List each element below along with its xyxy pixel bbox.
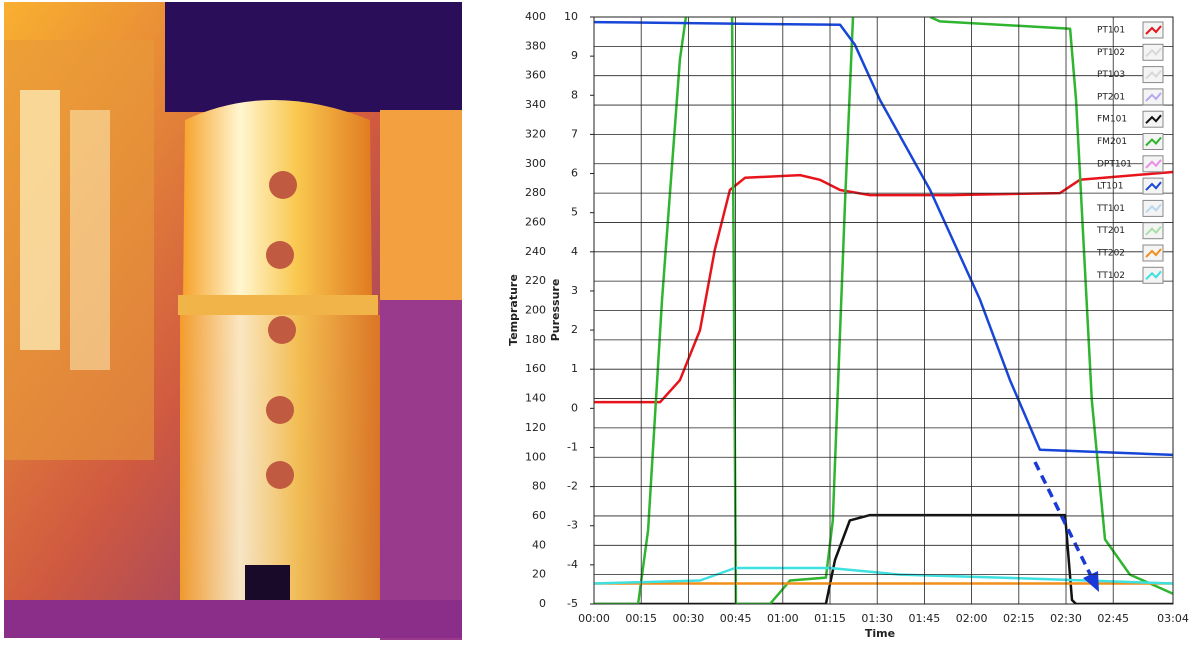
y2-tick-label: -3	[567, 519, 578, 532]
x-tick-label: 03:04	[1157, 612, 1189, 625]
y-tick-label: 360	[525, 69, 546, 82]
y-tick-label: 0	[539, 597, 546, 610]
x-tick-label: 01:30	[861, 612, 893, 625]
y-tick-label: 80	[532, 480, 546, 493]
annotation-arrow	[1033, 461, 1099, 592]
y2-tick-label: -2	[567, 480, 578, 493]
y-tick-label: 320	[525, 127, 546, 140]
x-tick-label: 02:30	[1050, 612, 1082, 625]
series-group	[594, 17, 1173, 604]
legend-symbol	[1145, 226, 1162, 236]
y2-tick-label: -5	[567, 597, 578, 610]
legend-symbol	[1145, 92, 1162, 102]
y2-tick-label: 6	[571, 167, 578, 180]
y-tick-label: 240	[525, 245, 546, 258]
legend-label: TT102	[1096, 271, 1125, 281]
legend-symbol	[1145, 114, 1162, 124]
x-tick-label: 01:45	[909, 612, 941, 625]
x-tick-label: 01:15	[814, 612, 846, 625]
series-line	[594, 170, 1173, 404]
y2-tick-label: 7	[571, 127, 578, 140]
legend-label: FM201	[1097, 137, 1127, 147]
y2-tick-label: 5	[571, 206, 578, 219]
x-tick-label: 00:00	[578, 612, 610, 625]
y2-tick-label: 3	[571, 284, 578, 297]
y-tick-label: 220	[525, 274, 546, 287]
legend-symbol	[1145, 25, 1162, 35]
legend-label: DPT101	[1097, 159, 1132, 169]
x-tick-label: 02:15	[1003, 612, 1035, 625]
legend-label: PT102	[1097, 48, 1125, 58]
x-tick-label: 01:00	[767, 612, 799, 625]
y-tick-label: 200	[525, 304, 546, 317]
legend-symbol	[1145, 47, 1162, 58]
y2-tick-label: 4	[571, 245, 578, 258]
y-tick-label: 260	[525, 215, 546, 228]
legend-label: PT103	[1097, 70, 1125, 80]
legend-label: TT202	[1096, 249, 1125, 259]
y2-axis-title: Puressure	[549, 279, 562, 342]
x-tick-label: 00:15	[625, 612, 657, 625]
y-tick-label: 340	[525, 98, 546, 111]
y-tick-label: 380	[525, 39, 546, 52]
legend-label: TT201	[1096, 226, 1125, 236]
y2-tick-label: -1	[567, 440, 578, 453]
legend-symbol	[1145, 203, 1162, 214]
x-tick-label: 02:00	[956, 612, 988, 625]
y-tick-label: 60	[532, 509, 546, 522]
legend-symbol	[1145, 181, 1162, 191]
legend-label: FM101	[1097, 115, 1127, 125]
x-tick-label: 00:45	[720, 612, 752, 625]
series-line	[594, 513, 1173, 604]
x-tick-label: 00:30	[673, 612, 705, 625]
series-line	[594, 17, 1173, 604]
legend-label: PT201	[1097, 92, 1125, 102]
x-axis-title: Time	[865, 627, 895, 640]
y-tick-label: 120	[525, 421, 546, 434]
y-axis-title: Temprature	[507, 274, 520, 346]
y2-tick-label: 8	[571, 88, 578, 101]
legend-label: TT101	[1096, 204, 1125, 214]
y-tick-label: 40	[532, 538, 546, 551]
x-tick-label: 02:45	[1097, 612, 1129, 625]
y2-tick-label: 10	[564, 10, 578, 23]
legend-symbol	[1145, 248, 1162, 258]
legend-symbol	[1145, 136, 1162, 147]
y2-tick-label: 2	[571, 323, 578, 336]
y-tick-label: 180	[525, 333, 546, 346]
y-tick-label: 140	[525, 392, 546, 405]
y2-tick-label: 9	[571, 49, 578, 62]
legend-label: PT101	[1097, 26, 1125, 36]
y-tick-label: 20	[532, 568, 546, 581]
y-tick-label: 280	[525, 186, 546, 199]
series-line	[594, 20, 1173, 457]
legend-symbol	[1145, 69, 1162, 80]
y2-tick-label: 1	[571, 362, 578, 375]
y-tick-label: 300	[525, 157, 546, 170]
thermal-image	[4, 2, 462, 640]
legend-label: LT101	[1097, 182, 1123, 192]
y2-tick-label: -4	[567, 558, 578, 571]
y2-tick-label: 0	[571, 401, 578, 414]
y-tick-label: 100	[525, 450, 546, 463]
y-tick-label: 160	[525, 362, 546, 375]
legend-symbol	[1145, 270, 1162, 281]
legend-symbol	[1145, 159, 1162, 169]
y-tick-label: 400	[525, 10, 546, 23]
